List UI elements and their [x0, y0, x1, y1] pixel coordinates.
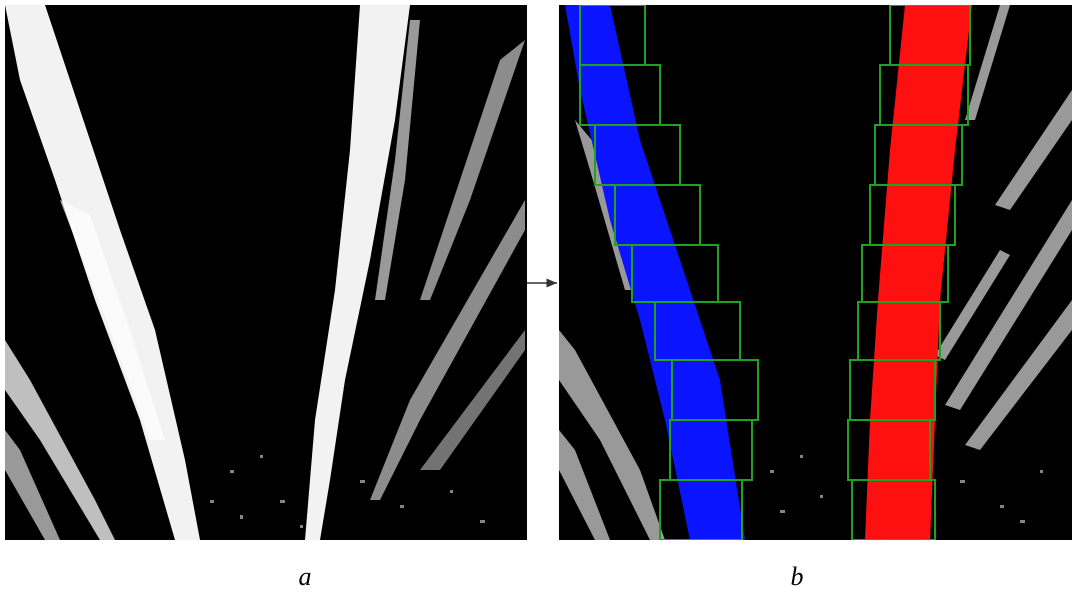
sliding-windows	[579, 5, 971, 540]
panel-a-image	[5, 5, 527, 540]
right-lane-pixels	[865, 5, 972, 540]
panel-b-image	[559, 5, 1072, 540]
panel-label: b	[791, 562, 804, 591]
left-lane-pixels	[565, 5, 745, 540]
panel-label: a	[299, 562, 312, 591]
